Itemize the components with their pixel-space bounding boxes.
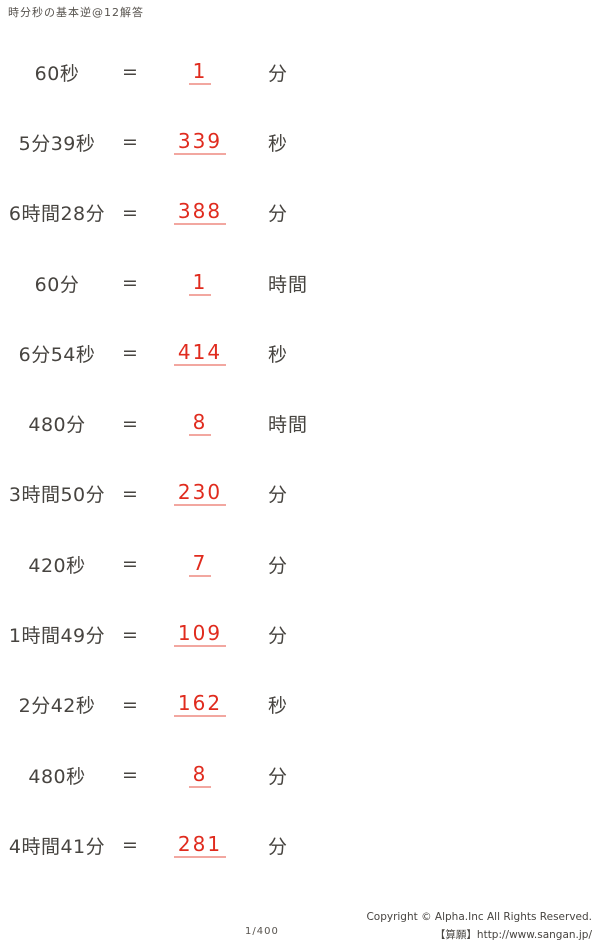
answer-cell: 1 bbox=[146, 271, 254, 296]
answer-cell: 8 bbox=[146, 763, 254, 788]
page-title: 時分秒の基本逆@12解答 bbox=[8, 6, 144, 19]
problem-unit: 分 bbox=[268, 484, 289, 507]
answer-cell: 1 bbox=[146, 60, 254, 85]
problem-unit: 分 bbox=[268, 765, 289, 788]
equals-sign: = bbox=[122, 834, 138, 857]
equals-sign: = bbox=[122, 131, 138, 154]
problem-question: 6分54秒 bbox=[18, 343, 96, 366]
problem-unit: 分 bbox=[268, 203, 289, 226]
answer-cell: 8 bbox=[146, 411, 254, 437]
problem-answer: 281 bbox=[173, 833, 227, 858]
answer-cell: 109 bbox=[146, 622, 254, 648]
problem-row: 480分 = 8 時間 bbox=[0, 388, 600, 458]
problem-unit: 秒 bbox=[268, 132, 289, 155]
answer-cell: 230 bbox=[146, 481, 254, 507]
equals-sign: = bbox=[122, 342, 138, 365]
problem-row: 5分39秒 = 339 秒 bbox=[0, 107, 600, 177]
problem-unit: 分 bbox=[268, 625, 289, 648]
problem-answer: 230 bbox=[173, 481, 227, 507]
problem-answer: 1 bbox=[188, 271, 212, 296]
problem-unit: 秒 bbox=[268, 695, 289, 718]
equals-sign: = bbox=[122, 623, 138, 646]
problem-question: 480分 bbox=[28, 414, 86, 437]
problem-row: 4時間41分 = 281 分 bbox=[0, 810, 600, 880]
problem-answer: 8 bbox=[188, 411, 212, 437]
problem-unit: 分 bbox=[268, 62, 289, 85]
problem-question: 4時間41分 bbox=[8, 835, 106, 858]
problem-question: 3時間50分 bbox=[8, 484, 106, 507]
equals-sign: = bbox=[122, 764, 138, 787]
problem-row: 420秒 = 7 分 bbox=[0, 529, 600, 599]
problem-question: 420秒 bbox=[28, 554, 86, 577]
site-url: 【算願】http://www.sangan.jp/ bbox=[434, 929, 592, 941]
problem-question: 6時間28分 bbox=[8, 203, 106, 226]
equals-sign: = bbox=[122, 61, 138, 84]
problem-row: 60分 = 1 時間 bbox=[0, 248, 600, 318]
problem-answer: 414 bbox=[173, 341, 227, 366]
problem-row: 6時間28分 = 388 分 bbox=[0, 178, 600, 248]
copyright-text: Copyright © Alpha.Inc All Rights Reserve… bbox=[366, 911, 592, 923]
problem-answer: 1 bbox=[188, 60, 212, 85]
answer-cell: 414 bbox=[146, 341, 254, 366]
problem-unit: 分 bbox=[268, 554, 289, 577]
page-number: 1/400 bbox=[245, 926, 279, 937]
problem-question: 1時間49分 bbox=[8, 625, 106, 648]
equals-sign: = bbox=[122, 553, 138, 576]
equals-sign: = bbox=[122, 272, 138, 295]
problem-row: 6分54秒 = 414 秒 bbox=[0, 318, 600, 388]
problem-question: 2分42秒 bbox=[18, 695, 96, 718]
problem-unit: 時間 bbox=[268, 414, 309, 437]
problem-question: 480秒 bbox=[28, 765, 86, 788]
problem-question: 60秒 bbox=[34, 62, 80, 85]
problem-row: 1時間49分 = 109 分 bbox=[0, 599, 600, 669]
problem-answer: 388 bbox=[173, 200, 227, 226]
problem-question: 60分 bbox=[34, 273, 80, 296]
problem-answer: 339 bbox=[173, 130, 227, 155]
answer-cell: 281 bbox=[146, 833, 254, 858]
equals-sign: = bbox=[122, 693, 138, 716]
problem-answer: 8 bbox=[188, 763, 212, 788]
equals-sign: = bbox=[122, 482, 138, 505]
problem-row: 2分42秒 = 162 秒 bbox=[0, 670, 600, 740]
answer-cell: 339 bbox=[146, 130, 254, 155]
problem-answer: 109 bbox=[173, 622, 227, 648]
problem-row: 60秒 = 1 分 bbox=[0, 37, 600, 107]
problem-unit: 分 bbox=[268, 835, 289, 858]
equals-sign: = bbox=[122, 201, 138, 224]
problems-list: 60秒 = 1 分 5分39秒 = 339 秒 6時間28分 = 388 分 6… bbox=[0, 37, 600, 881]
answer-cell: 388 bbox=[146, 200, 254, 226]
problem-question: 5分39秒 bbox=[18, 132, 96, 155]
answer-cell: 162 bbox=[146, 692, 254, 718]
problem-answer: 162 bbox=[173, 692, 227, 718]
problem-row: 480秒 = 8 分 bbox=[0, 740, 600, 810]
problem-answer: 7 bbox=[188, 552, 212, 577]
problem-unit: 秒 bbox=[268, 343, 289, 366]
answer-cell: 7 bbox=[146, 552, 254, 577]
problem-row: 3時間50分 = 230 分 bbox=[0, 459, 600, 529]
equals-sign: = bbox=[122, 412, 138, 435]
problem-unit: 時間 bbox=[268, 273, 309, 296]
